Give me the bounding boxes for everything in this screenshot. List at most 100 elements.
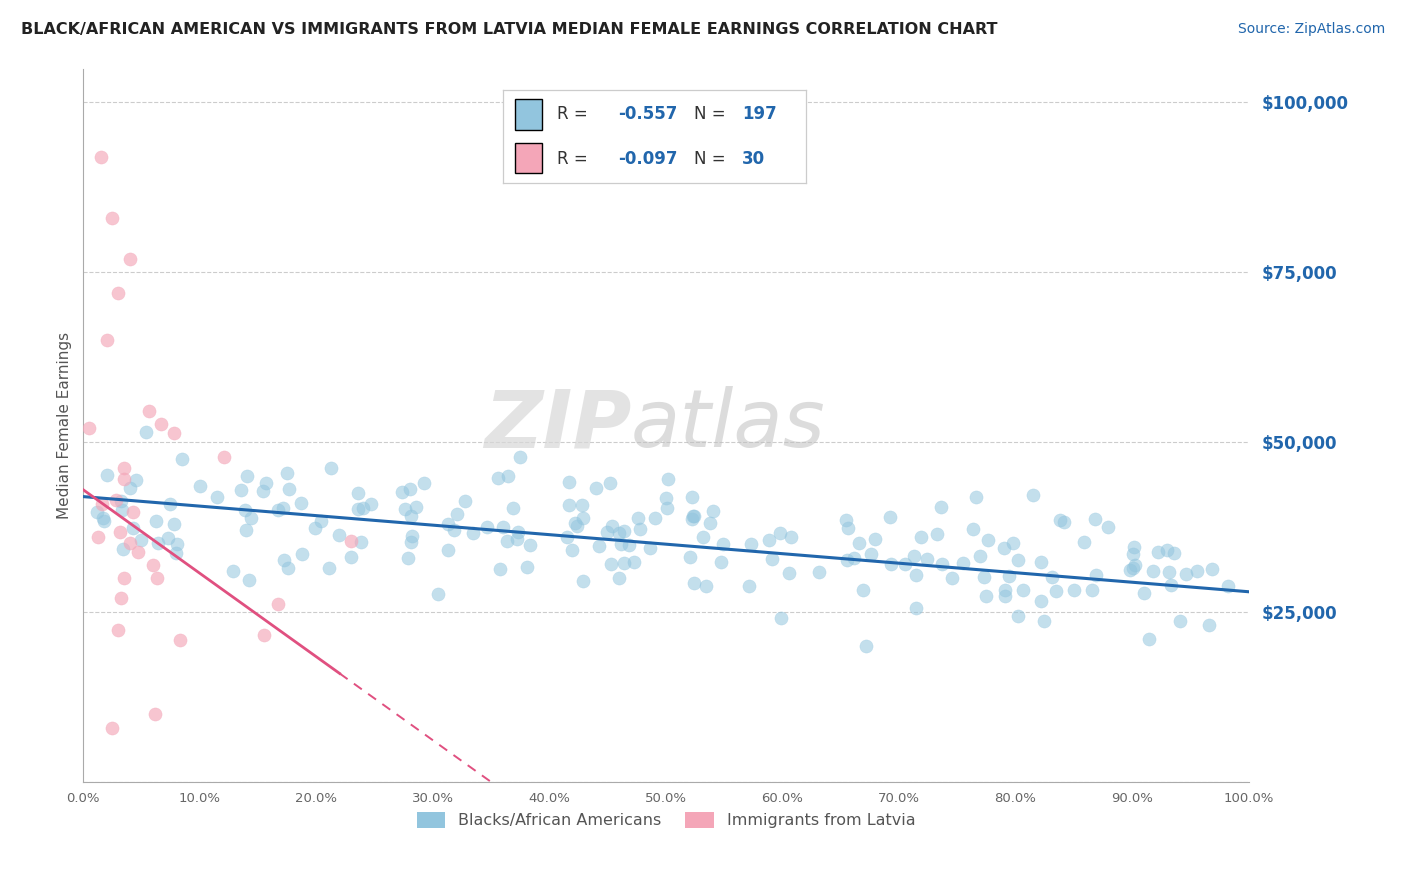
Point — [558, 498, 581, 512]
Point — [740, 537, 762, 551]
Point — [238, 573, 260, 587]
Point — [711, 537, 734, 551]
Point — [758, 533, 780, 547]
Point — [1007, 553, 1029, 567]
Point — [702, 504, 724, 518]
Point — [1080, 582, 1102, 597]
Point — [780, 530, 803, 544]
Point — [127, 545, 149, 559]
Point — [998, 568, 1021, 582]
Text: atlas: atlas — [631, 386, 825, 464]
Point — [77, 421, 100, 435]
Point — [1085, 568, 1108, 582]
Point — [394, 502, 416, 516]
Point — [1040, 570, 1063, 584]
Point — [1049, 513, 1071, 527]
Point — [304, 521, 326, 535]
Point — [915, 552, 938, 566]
Point — [347, 501, 370, 516]
Point — [1053, 515, 1076, 529]
Point — [974, 589, 997, 603]
Point — [993, 541, 1015, 555]
Point — [254, 476, 277, 491]
Point — [1218, 579, 1240, 593]
Point — [271, 501, 294, 516]
Point — [941, 571, 963, 585]
Point — [169, 632, 191, 647]
Point — [925, 527, 948, 541]
Point — [657, 500, 679, 515]
Point — [87, 530, 110, 544]
Point — [350, 535, 373, 549]
Point — [837, 521, 859, 535]
Point — [318, 561, 340, 575]
Point — [163, 425, 186, 440]
Point — [1160, 578, 1182, 592]
Point — [93, 514, 115, 528]
Point — [486, 470, 509, 484]
Point — [1022, 488, 1045, 502]
Point — [903, 549, 925, 563]
Point — [107, 623, 129, 637]
Point — [436, 516, 458, 531]
Point — [627, 511, 650, 525]
Point — [1001, 536, 1024, 550]
Point — [273, 553, 295, 567]
Point — [683, 508, 706, 523]
Point — [101, 211, 124, 225]
Point — [738, 579, 761, 593]
Point — [277, 482, 299, 496]
Point — [516, 560, 538, 574]
Point — [112, 541, 135, 556]
Point — [290, 496, 312, 510]
Point — [628, 522, 651, 536]
Point — [610, 537, 633, 551]
Point — [240, 510, 263, 524]
Point — [496, 533, 519, 548]
Point — [413, 475, 436, 490]
Point — [340, 533, 363, 548]
Point — [994, 582, 1017, 597]
Point — [558, 475, 581, 489]
Y-axis label: Median Female Earnings: Median Female Earnings — [58, 332, 72, 519]
Point — [118, 481, 141, 495]
Point — [108, 524, 131, 539]
Point — [1122, 561, 1144, 575]
Point — [360, 497, 382, 511]
Point — [319, 461, 342, 475]
Point — [567, 518, 589, 533]
Point — [623, 555, 645, 569]
Point — [96, 468, 118, 483]
Point — [679, 550, 702, 565]
Point — [879, 558, 901, 572]
Point — [159, 496, 181, 510]
Point — [101, 721, 124, 735]
Point — [931, 557, 953, 571]
Point — [1123, 558, 1146, 572]
Point — [477, 520, 499, 534]
Point — [399, 483, 422, 497]
Point — [617, 537, 640, 551]
Point — [1029, 593, 1052, 607]
Point — [769, 526, 792, 541]
Point — [761, 552, 783, 566]
Point — [585, 481, 607, 495]
Point — [96, 334, 118, 348]
Point — [561, 543, 583, 558]
Point — [496, 469, 519, 483]
Point — [931, 500, 953, 515]
Point — [681, 490, 703, 504]
Point — [1122, 547, 1144, 561]
Point — [1122, 540, 1144, 554]
Point — [502, 500, 524, 515]
Point — [572, 510, 595, 524]
Text: BLACK/AFRICAN AMERICAN VS IMMIGRANTS FROM LATVIA MEDIAN FEMALE EARNINGS CORRELAT: BLACK/AFRICAN AMERICAN VS IMMIGRANTS FRO… — [21, 22, 998, 37]
Point — [205, 490, 228, 504]
Point — [340, 549, 363, 564]
Point — [973, 569, 995, 583]
Point — [962, 522, 984, 536]
Point — [681, 512, 703, 526]
Point — [848, 535, 870, 549]
Point — [124, 473, 146, 487]
Point — [131, 533, 153, 548]
